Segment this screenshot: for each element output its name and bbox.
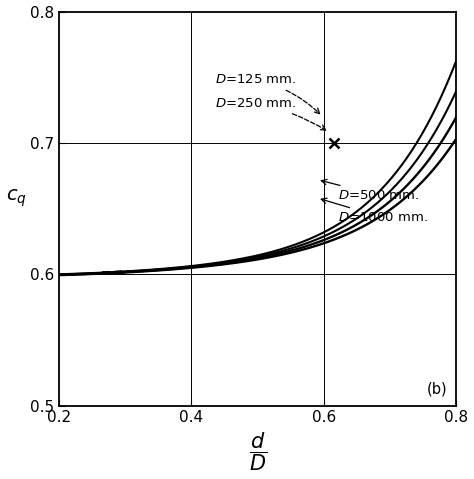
Y-axis label: $c_q$: $c_q$ bbox=[6, 187, 27, 208]
Text: $D$=250 mm.: $D$=250 mm. bbox=[215, 97, 326, 130]
Text: (b): (b) bbox=[427, 381, 447, 396]
X-axis label: $\dfrac{d}{D}$: $\dfrac{d}{D}$ bbox=[249, 431, 267, 473]
Text: $D$=500 mm.: $D$=500 mm. bbox=[321, 180, 420, 202]
Text: $D$=125 mm.: $D$=125 mm. bbox=[215, 73, 319, 114]
Text: $D$=1000 mm.: $D$=1000 mm. bbox=[321, 198, 428, 224]
